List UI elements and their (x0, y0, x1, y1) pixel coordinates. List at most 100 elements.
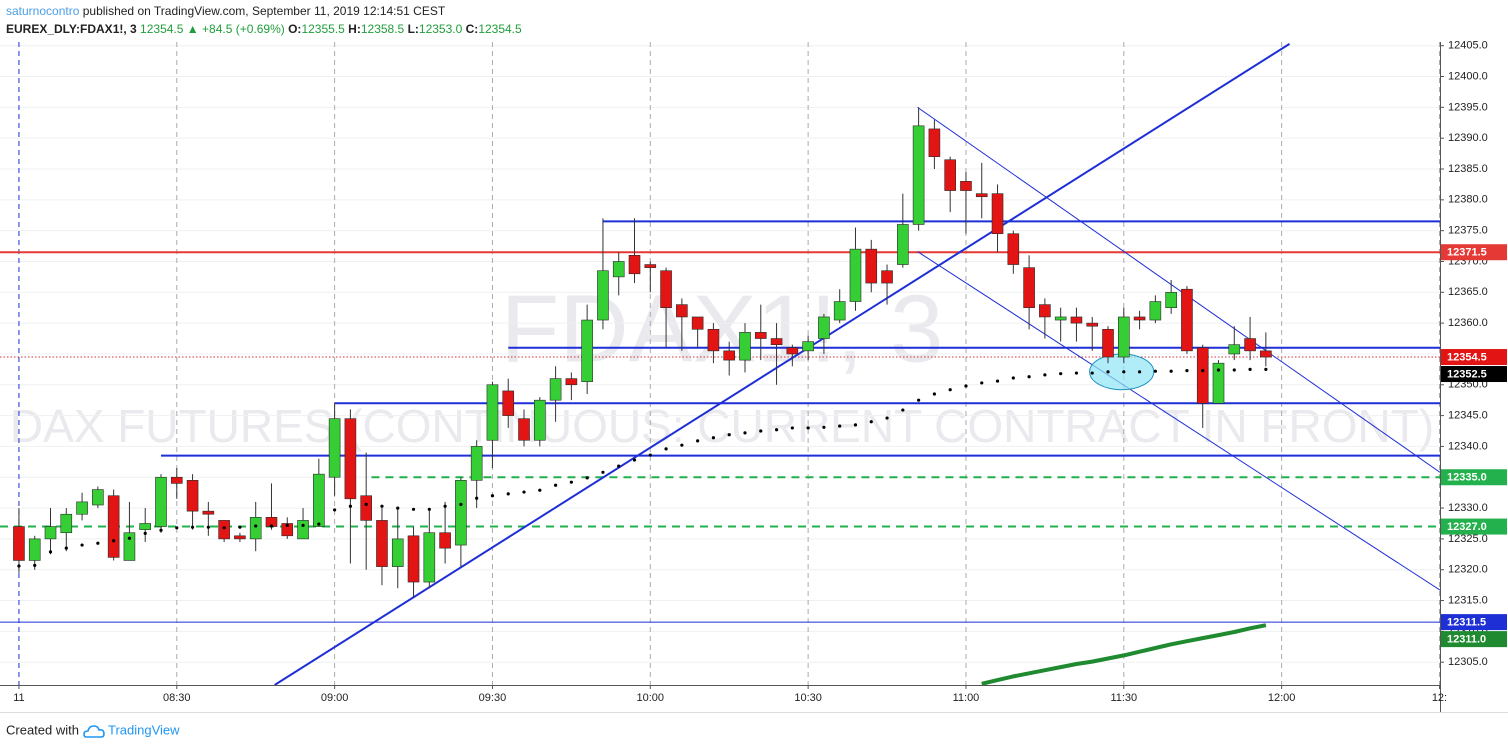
x-tick-label: 12:00 (1268, 692, 1296, 704)
trend-line (274, 43, 1291, 685)
candle-body (344, 418, 357, 500)
indicator-dot (33, 563, 37, 568)
header-line-2: EUREX_DLY:FDAX1!, 3 12354.5 ▲ +84.5 (+0.… (6, 22, 522, 36)
price-tag (1441, 244, 1507, 261)
candle-body (581, 319, 593, 382)
candle-body (928, 128, 941, 157)
indicator-dot (632, 458, 637, 462)
watermark-symbol: FDAX1!, 3 (501, 275, 944, 382)
candle-body (281, 523, 294, 537)
x-tick-label: 10:00 (637, 692, 665, 704)
candle-body (28, 538, 41, 561)
candle-body (802, 341, 814, 352)
last-price: 12354.5 (140, 22, 184, 36)
price-tag-label: 12311.5 (1447, 617, 1486, 629)
indicator-dot (364, 502, 368, 506)
y-tick-label: 12360.0 (1448, 317, 1488, 329)
candle-body (1196, 347, 1209, 404)
indicator-dot (553, 483, 558, 487)
low-label: L: (408, 22, 419, 36)
candle-body (739, 332, 751, 361)
indicator-dot (175, 526, 179, 530)
candle-body (107, 495, 120, 558)
indicator-dot (680, 443, 684, 447)
indicator-dot (696, 439, 700, 443)
price-tag-label: 12335.0 (1447, 472, 1487, 484)
candle-body (1228, 344, 1241, 355)
header-line-1: saturnocontro published on TradingView.c… (6, 4, 446, 18)
indicator-dot (774, 428, 779, 432)
candle-body (960, 181, 972, 191)
high-label: H: (348, 22, 361, 36)
indicator-dot (790, 426, 794, 430)
trend-line (917, 251, 1440, 591)
indicator-dot (427, 507, 431, 511)
candle-body (1165, 291, 1177, 309)
footer-created: Created with (6, 722, 79, 737)
indicator-dot (1232, 368, 1236, 372)
candle-body (786, 347, 799, 355)
y-tick-label: 12385.0 (1448, 163, 1488, 175)
indicator-dot (1137, 370, 1142, 374)
high-value: 12358.5 (361, 22, 405, 36)
indicator-dot (932, 392, 936, 396)
candle-body (76, 501, 88, 515)
author[interactable]: saturnocontro (6, 4, 80, 18)
watermark-description: DAX FUTURES (CONTINUOUS: CURRENT CONTRAC… (10, 400, 1434, 452)
y-tick-label: 12375.0 (1448, 225, 1488, 237)
candle-body (991, 193, 1004, 235)
indicator-dot (838, 424, 842, 428)
candle-body (897, 224, 909, 265)
indicator-dot (585, 476, 589, 480)
price-tag (1441, 349, 1507, 366)
candle-body (376, 520, 388, 567)
candle-body (202, 510, 215, 515)
candle-body (391, 538, 404, 567)
candle-body (313, 473, 325, 527)
indicator-dot (269, 524, 274, 528)
candle-body (423, 532, 436, 583)
tradingview-logo[interactable] (83, 725, 105, 738)
x-tick-label: 11:30 (1110, 692, 1137, 704)
footer-brand[interactable]: TradingView (108, 722, 180, 737)
candle-body (1244, 338, 1256, 352)
candle-body (1054, 316, 1067, 321)
published: published on TradingView.com, September … (83, 4, 446, 18)
candle-body (502, 390, 515, 416)
candle-body (234, 535, 246, 540)
candle-body (549, 378, 562, 401)
price-tag (1441, 631, 1507, 648)
candle-body (849, 248, 862, 302)
candle-body (1212, 362, 1225, 404)
x-tick-label: 09:30 (479, 692, 507, 704)
candle-body (139, 523, 152, 530)
candle-body (881, 270, 893, 284)
indicator-dot (1027, 375, 1031, 379)
candle-body (123, 532, 136, 561)
indicator-dot (806, 426, 810, 430)
indicator-dot (1264, 367, 1268, 371)
price-tag-label: 12311.0 (1447, 634, 1486, 646)
candle-body (534, 399, 546, 441)
price-tag (1441, 518, 1507, 535)
candle-body (1149, 301, 1162, 321)
indicator-dot (206, 525, 210, 529)
indicator-dot (901, 408, 905, 412)
indicator-dot (917, 398, 921, 402)
y-tick-label: 12315.0 (1448, 594, 1488, 606)
candle-body (597, 270, 609, 321)
indicator-dot (1169, 369, 1173, 373)
indicator-dot (1153, 369, 1157, 373)
indicator-dot (617, 464, 621, 468)
candle-body (60, 513, 73, 534)
indicator-dot (48, 550, 53, 554)
indicator-dot (1059, 372, 1063, 376)
indicator-dot (569, 480, 573, 484)
x-tick-label: 11:00 (953, 692, 980, 704)
indicator-dot (490, 494, 495, 498)
candle-body (328, 418, 341, 478)
candle-body (1117, 316, 1130, 358)
price-tag-label: 12352.5 (1447, 368, 1487, 380)
